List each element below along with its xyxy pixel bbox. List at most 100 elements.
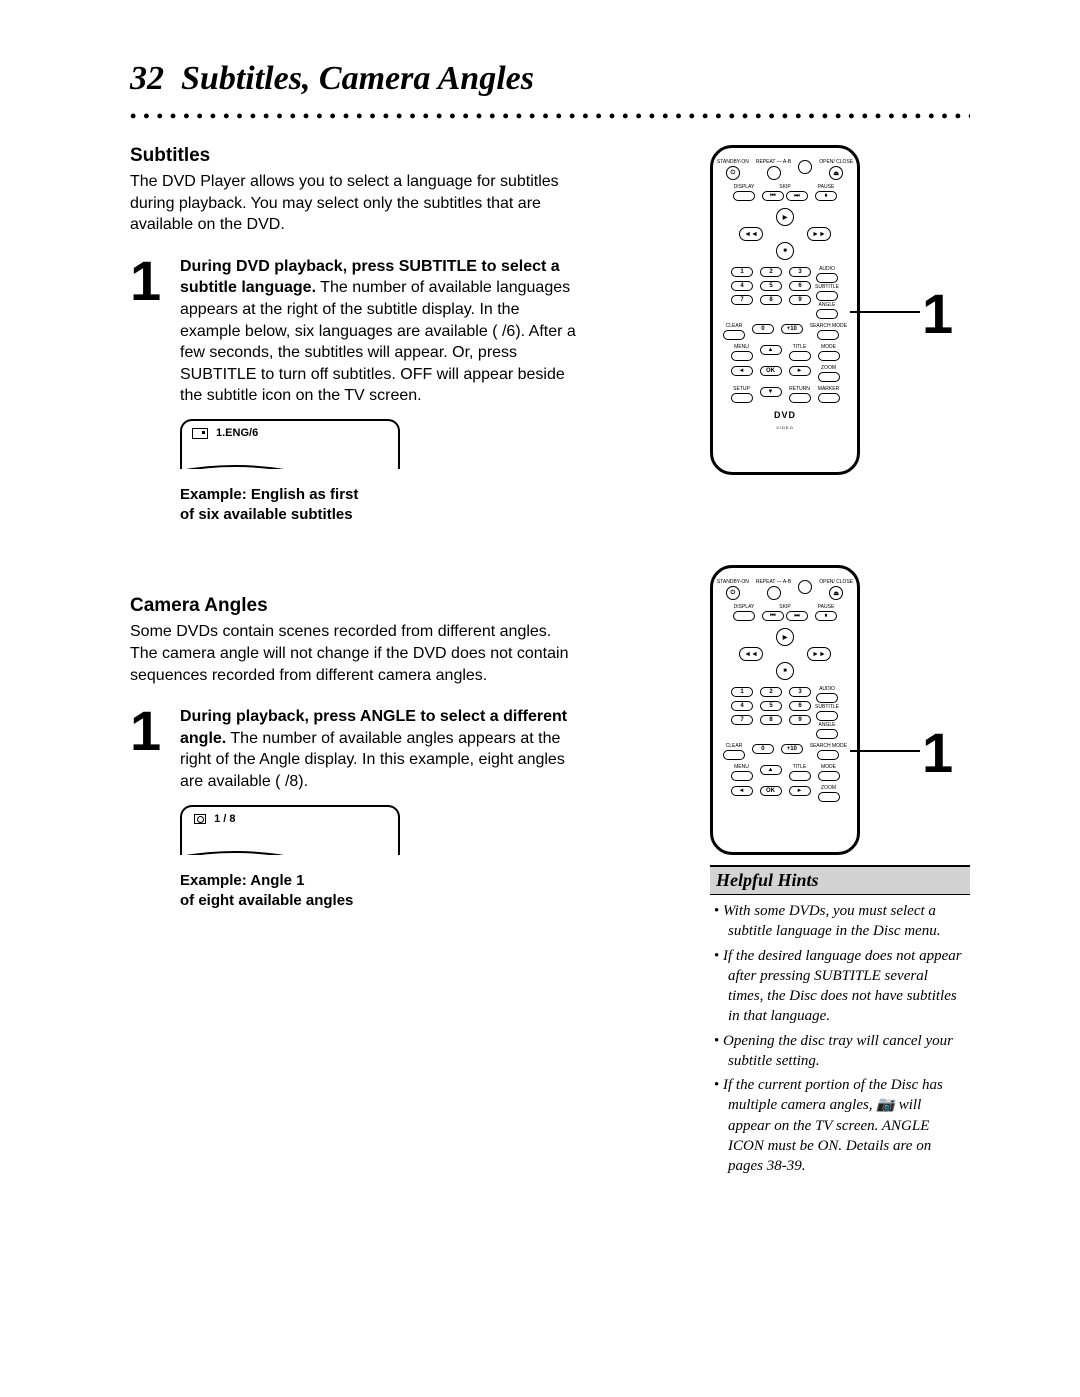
play-cluster: ▶ ◄◄ ►► ■ [739, 628, 831, 680]
lbl-title: TITLE [793, 765, 807, 770]
btn-menu [731, 771, 753, 781]
angle-icon [194, 814, 206, 824]
lbl-menu: MENU [734, 345, 749, 350]
btn-standby: ⏻ [726, 166, 740, 180]
btn-7: 7 [731, 295, 753, 305]
angles-section: Camera Angles Some DVDs contain scenes r… [130, 595, 680, 911]
btn-1: 1 [731, 687, 753, 697]
btn-audio [816, 693, 838, 703]
lbl-open: OPEN/ CLOSE [819, 160, 853, 165]
dvd-logo: DVD [774, 410, 796, 420]
play-cluster: ▶ ◄◄ ►► ■ [739, 208, 831, 260]
step-number: 1 [130, 706, 170, 792]
lbl-standby: STANDBY-ON [717, 160, 749, 165]
btn-9: 9 [789, 715, 811, 725]
lbl-return: RETURN [789, 387, 810, 392]
content-row: Subtitles The DVD Player allows you to s… [130, 145, 970, 1186]
btn-angle [816, 309, 838, 319]
btn-ab [798, 580, 812, 594]
btn-6: 6 [789, 701, 811, 711]
btn-9: 9 [789, 295, 811, 305]
lbl-skip: SKIP [779, 185, 790, 190]
btn-left: ◄ [731, 366, 753, 376]
angle-caption: Example: Angle 1 of eight available angl… [180, 871, 680, 912]
btn-return [789, 393, 811, 403]
btn-repeat [767, 166, 781, 180]
lbl-mode: MODE [821, 765, 836, 770]
btn-up: ▲ [760, 345, 782, 355]
btn-0: 0 [752, 324, 774, 334]
lbl-pause: PAUSE [818, 185, 835, 190]
btn-display [733, 611, 755, 621]
btn-pause: ⏸ [815, 611, 837, 621]
btn-ok: OK [760, 366, 782, 376]
btn-down: ▼ [760, 387, 782, 397]
tv-wavy-edge [180, 851, 400, 863]
btn-play: ▶ [776, 208, 794, 226]
btn-ab [798, 160, 812, 174]
btn-plus10: +10 [781, 324, 803, 334]
btn-skip-back: ⏮ [762, 191, 784, 201]
lbl-angle: ANGLE [819, 303, 836, 308]
btn-skip-back: ⏮ [762, 611, 784, 621]
btn-zoom [818, 372, 840, 382]
left-column: Subtitles The DVD Player allows you to s… [130, 145, 680, 1186]
lbl-display: DISPLAY [734, 185, 755, 190]
btn-8: 8 [760, 295, 782, 305]
btn-mode [818, 771, 840, 781]
lbl-mode: MODE [821, 345, 836, 350]
angles-heading: Camera Angles [130, 595, 680, 617]
caption-l2: of six available subtitles [180, 506, 353, 523]
lbl-audio: AUDIO [819, 267, 835, 272]
lbl-display: DISPLAY [734, 605, 755, 610]
lbl-pause: PAUSE [818, 605, 835, 610]
btn-4: 4 [731, 701, 753, 711]
angles-step: 1 During playback, press ANGLE to select… [130, 706, 680, 792]
subtitle-caption: Example: English as first of six availab… [180, 485, 680, 526]
page-number: 32 [130, 60, 164, 97]
btn-8: 8 [760, 715, 782, 725]
btn-search [817, 750, 839, 760]
subtitle-icon [192, 428, 208, 439]
btn-skip-fwd: ⏭ [786, 191, 808, 201]
btn-ok: OK [760, 786, 782, 796]
btn-right: ► [789, 786, 811, 796]
step-body: During DVD playback, press SUBTITLE to s… [180, 256, 580, 407]
btn-rew: ◄◄ [739, 227, 763, 241]
btn-play: ▶ [776, 628, 794, 646]
btn-menu [731, 351, 753, 361]
btn-5: 5 [760, 701, 782, 711]
btn-angle [816, 729, 838, 739]
step-body: During playback, press ANGLE to select a… [180, 706, 580, 792]
btn-subtitle [816, 291, 838, 301]
lbl-zoom: ZOOM [821, 786, 836, 791]
btn-standby: ⏻ [726, 586, 740, 600]
btn-2: 2 [760, 267, 782, 277]
remote-control: STANDBY-ON⏻ REPEAT — A-B OPEN/ CLOSE⏏ DI… [710, 145, 860, 475]
btn-rew: ◄◄ [739, 647, 763, 661]
callout-number: 1 [922, 281, 953, 346]
btn-search [817, 330, 839, 340]
btn-repeat [767, 586, 781, 600]
btn-3: 3 [789, 267, 811, 277]
btn-audio [816, 273, 838, 283]
tv-example-angle: 1 / 8 [180, 805, 400, 861]
btn-marker [818, 393, 840, 403]
lbl-setup: SETUP [733, 387, 750, 392]
caption-l2: of eight available angles [180, 892, 353, 909]
hint-item: With some DVDs, you must select a subtit… [714, 901, 966, 942]
remote-control: STANDBY-ON⏻ REPEAT — A-B OPEN/ CLOSE⏏ DI… [710, 565, 860, 855]
page-title-text: Subtitles, Camera Angles [181, 60, 534, 97]
btn-2: 2 [760, 687, 782, 697]
btn-skip-fwd: ⏭ [786, 611, 808, 621]
step-number: 1 [130, 256, 170, 407]
lbl-zoom: ZOOM [821, 366, 836, 371]
remote-diagram-subtitle: STANDBY-ON⏻ REPEAT — A-B OPEN/ CLOSE⏏ DI… [710, 145, 970, 475]
lbl-repeat: REPEAT — A-B [756, 160, 791, 165]
right-column: STANDBY-ON⏻ REPEAT — A-B OPEN/ CLOSE⏏ DI… [710, 145, 970, 1186]
lbl-open: OPEN/ CLOSE [819, 580, 853, 585]
btn-plus10: +10 [781, 744, 803, 754]
hints-heading: Helpful Hints [710, 865, 970, 895]
lbl-repeat: REPEAT — A-B [756, 580, 791, 585]
caption-l1: Example: English as first [180, 486, 358, 503]
